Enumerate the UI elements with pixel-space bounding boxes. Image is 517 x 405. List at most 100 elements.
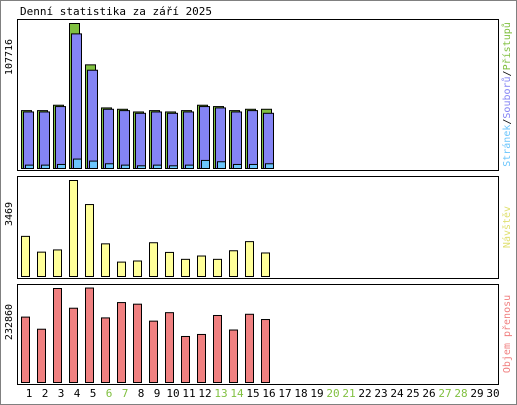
day-label-6: 6 <box>106 387 113 400</box>
bar-visitors-day-16 <box>261 252 270 277</box>
side-label-part-visitors-0: Návštěv <box>501 206 513 248</box>
day-label-28: 28 <box>454 387 467 400</box>
bar-visitors-day-8 <box>133 260 142 278</box>
bar-files-day-1 <box>23 111 34 170</box>
day-label-22: 22 <box>358 387 371 400</box>
bar-pages-day-8 <box>137 165 146 170</box>
bar-pages-day-16 <box>265 163 274 170</box>
side-label-part-hits-3: / <box>502 70 513 76</box>
day-label-18: 18 <box>294 387 307 400</box>
bar-volume-day-10 <box>165 312 174 383</box>
day-label-16: 16 <box>262 387 275 400</box>
bar-files-day-5 <box>87 69 98 169</box>
bar-visitors-day-4 <box>69 180 78 277</box>
side-label-part-hits-0: Stránek <box>501 125 513 167</box>
bar-visitors-day-9 <box>149 242 158 278</box>
side-label-visitors: Návštěv <box>501 206 513 248</box>
panel-frame-volume <box>17 284 499 385</box>
day-label-1: 1 <box>26 387 33 400</box>
bar-volume-day-4 <box>69 307 78 383</box>
bar-pages-day-13 <box>217 161 226 169</box>
day-label-12: 12 <box>198 387 211 400</box>
day-label-5: 5 <box>90 387 97 400</box>
bar-files-day-13 <box>215 107 226 169</box>
bar-visitors-day-3 <box>53 249 62 278</box>
day-label-4: 4 <box>74 387 81 400</box>
side-label-part-volume-0: Objem přenosu <box>501 295 513 373</box>
bar-volume-day-2 <box>37 328 46 383</box>
bar-pages-day-4 <box>73 158 82 169</box>
bar-pages-day-3 <box>57 163 66 170</box>
day-labels-group: 1 2 3 4 5 6 7 8 9 10 11 12 13 14 15 16 17 18 19 20 21 22 23 24 2… <box>26 387 500 400</box>
day-label-21: 21 <box>342 387 355 400</box>
bar-files-day-15 <box>247 110 258 169</box>
bar-visitors-day-10 <box>165 251 174 278</box>
day-label-29: 29 <box>470 387 483 400</box>
day-label-19: 19 <box>310 387 323 400</box>
day-label-27: 27 <box>438 387 451 400</box>
day-label-3: 3 <box>58 387 65 400</box>
bar-pages-day-9 <box>153 164 162 170</box>
bar-visitors-day-5 <box>85 204 94 277</box>
bar-visitors-day-12 <box>197 255 206 278</box>
bar-pages-day-11 <box>185 164 194 170</box>
panel-frame-visitors <box>17 176 499 279</box>
bar-volume-day-5 <box>85 287 94 383</box>
day-label-14: 14 <box>230 387 244 400</box>
bar-volume-day-7 <box>117 302 126 383</box>
day-label-17: 17 <box>278 387 291 400</box>
bar-volume-day-3 <box>53 288 62 383</box>
day-label-20: 20 <box>326 387 339 400</box>
bar-volume-day-12 <box>197 333 206 384</box>
bar-files-day-11 <box>183 111 194 170</box>
day-label-10: 10 <box>166 387 179 400</box>
day-label-23: 23 <box>374 387 387 400</box>
bar-volume-day-6 <box>101 317 110 383</box>
side-label-part-hits-1: / <box>502 119 513 125</box>
day-label-30: 30 <box>486 387 499 400</box>
bar-visitors-day-6 <box>101 243 110 278</box>
day-label-2: 2 <box>42 387 49 400</box>
bar-pages-day-15 <box>249 163 258 170</box>
bar-files-day-16 <box>263 112 274 169</box>
bar-pages-day-12 <box>201 159 210 169</box>
bar-pages-day-6 <box>105 163 114 170</box>
side-label-volume: Objem přenosu <box>501 295 513 373</box>
bar-files-day-12 <box>199 106 210 170</box>
bar-files-day-3 <box>55 106 66 170</box>
bar-visitors-day-13 <box>213 258 222 277</box>
bar-files-day-9 <box>151 111 162 170</box>
bar-visitors-day-2 <box>37 251 46 277</box>
bar-pages-day-2 <box>41 164 50 170</box>
bar-volume-day-13 <box>213 314 222 383</box>
bar-visitors-day-14 <box>229 250 238 277</box>
ymax-label-hits: 107716 <box>4 39 15 75</box>
bar-volume-day-11 <box>181 335 190 383</box>
day-label-25: 25 <box>406 387 419 400</box>
bar-volume-day-14 <box>229 329 238 384</box>
day-label-15: 15 <box>246 387 259 400</box>
bar-visitors-day-15 <box>245 241 254 278</box>
bar-files-day-14 <box>231 111 242 170</box>
bar-files-day-6 <box>103 108 114 169</box>
bar-files-day-10 <box>167 112 178 169</box>
bar-files-day-2 <box>39 111 50 170</box>
side-label-part-hits-4: Přístupů <box>501 22 513 70</box>
bar-pages-day-10 <box>169 165 178 170</box>
bar-volume-day-9 <box>149 320 158 383</box>
bar-pages-day-14 <box>233 163 242 170</box>
day-label-26: 26 <box>422 387 435 400</box>
bar-volume-day-16 <box>261 319 270 384</box>
day-label-11: 11 <box>182 387 195 400</box>
bar-visitors-day-1 <box>21 235 30 278</box>
bar-files-day-4 <box>71 33 82 169</box>
bar-volume-day-1 <box>21 316 30 384</box>
side-label-hits: Stránek/Souborů/Přístupů <box>501 22 513 167</box>
ymax-label-volume: 232860 <box>4 304 15 340</box>
bar-volume-day-15 <box>245 313 254 383</box>
bar-volume-day-8 <box>133 303 142 384</box>
bar-pages-day-1 <box>25 164 34 170</box>
day-label-13: 13 <box>214 387 227 400</box>
